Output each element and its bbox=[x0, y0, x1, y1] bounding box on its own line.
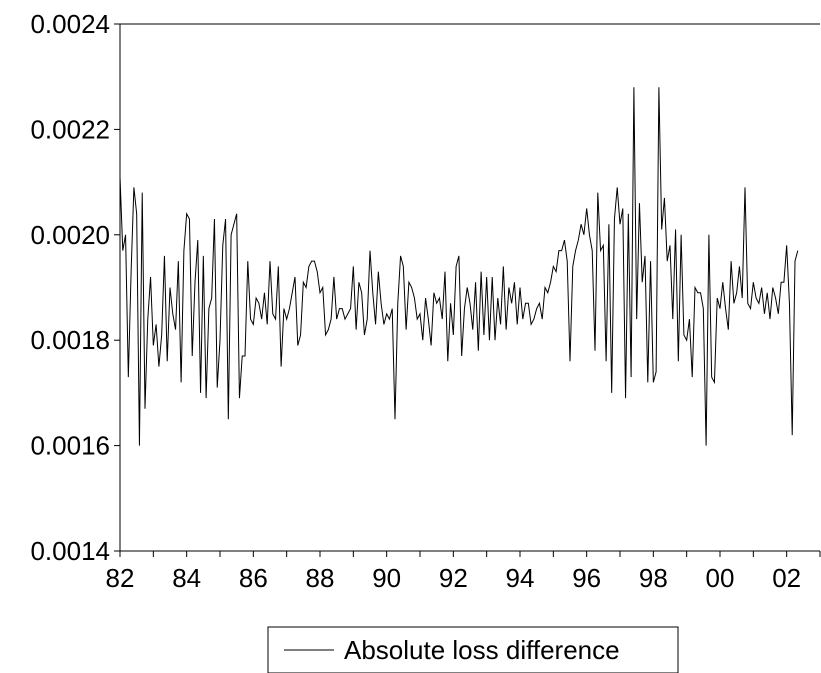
x-tick-label: 84 bbox=[172, 563, 201, 593]
x-tick-label: 96 bbox=[572, 563, 601, 593]
y-tick-label: 0.0018 bbox=[30, 325, 110, 355]
y-tick-label: 0.0024 bbox=[30, 9, 110, 39]
series-line-absolute-loss-difference bbox=[119, 87, 799, 446]
x-tick-label: 86 bbox=[239, 563, 268, 593]
x-tick-label: 00 bbox=[706, 563, 735, 593]
x-tick-label: 98 bbox=[639, 563, 668, 593]
x-tick-label: 94 bbox=[506, 563, 535, 593]
x-tick-label: 92 bbox=[439, 563, 468, 593]
legend-box bbox=[267, 626, 679, 673]
x-tick-label: 82 bbox=[106, 563, 135, 593]
x-tick-label: 02 bbox=[772, 563, 801, 593]
y-tick-label: 0.0014 bbox=[30, 536, 110, 566]
x-tick-label: 90 bbox=[372, 563, 401, 593]
legend-label: Absolute loss difference bbox=[344, 635, 620, 665]
y-tick-label: 0.0016 bbox=[30, 431, 110, 461]
x-axis: 82 84 86 88 90 92 94 96 98 00 02 bbox=[106, 551, 821, 593]
y-axis: 0.0014 0.0016 0.0018 0.0020 0.0022 0.0024 bbox=[30, 9, 120, 566]
plot-frame bbox=[119, 23, 820, 552]
x-tick-label: 88 bbox=[306, 563, 335, 593]
y-tick-label: 0.0020 bbox=[30, 220, 110, 250]
y-tick-label: 0.0022 bbox=[30, 114, 110, 144]
legend: Absolute loss difference bbox=[267, 626, 679, 673]
